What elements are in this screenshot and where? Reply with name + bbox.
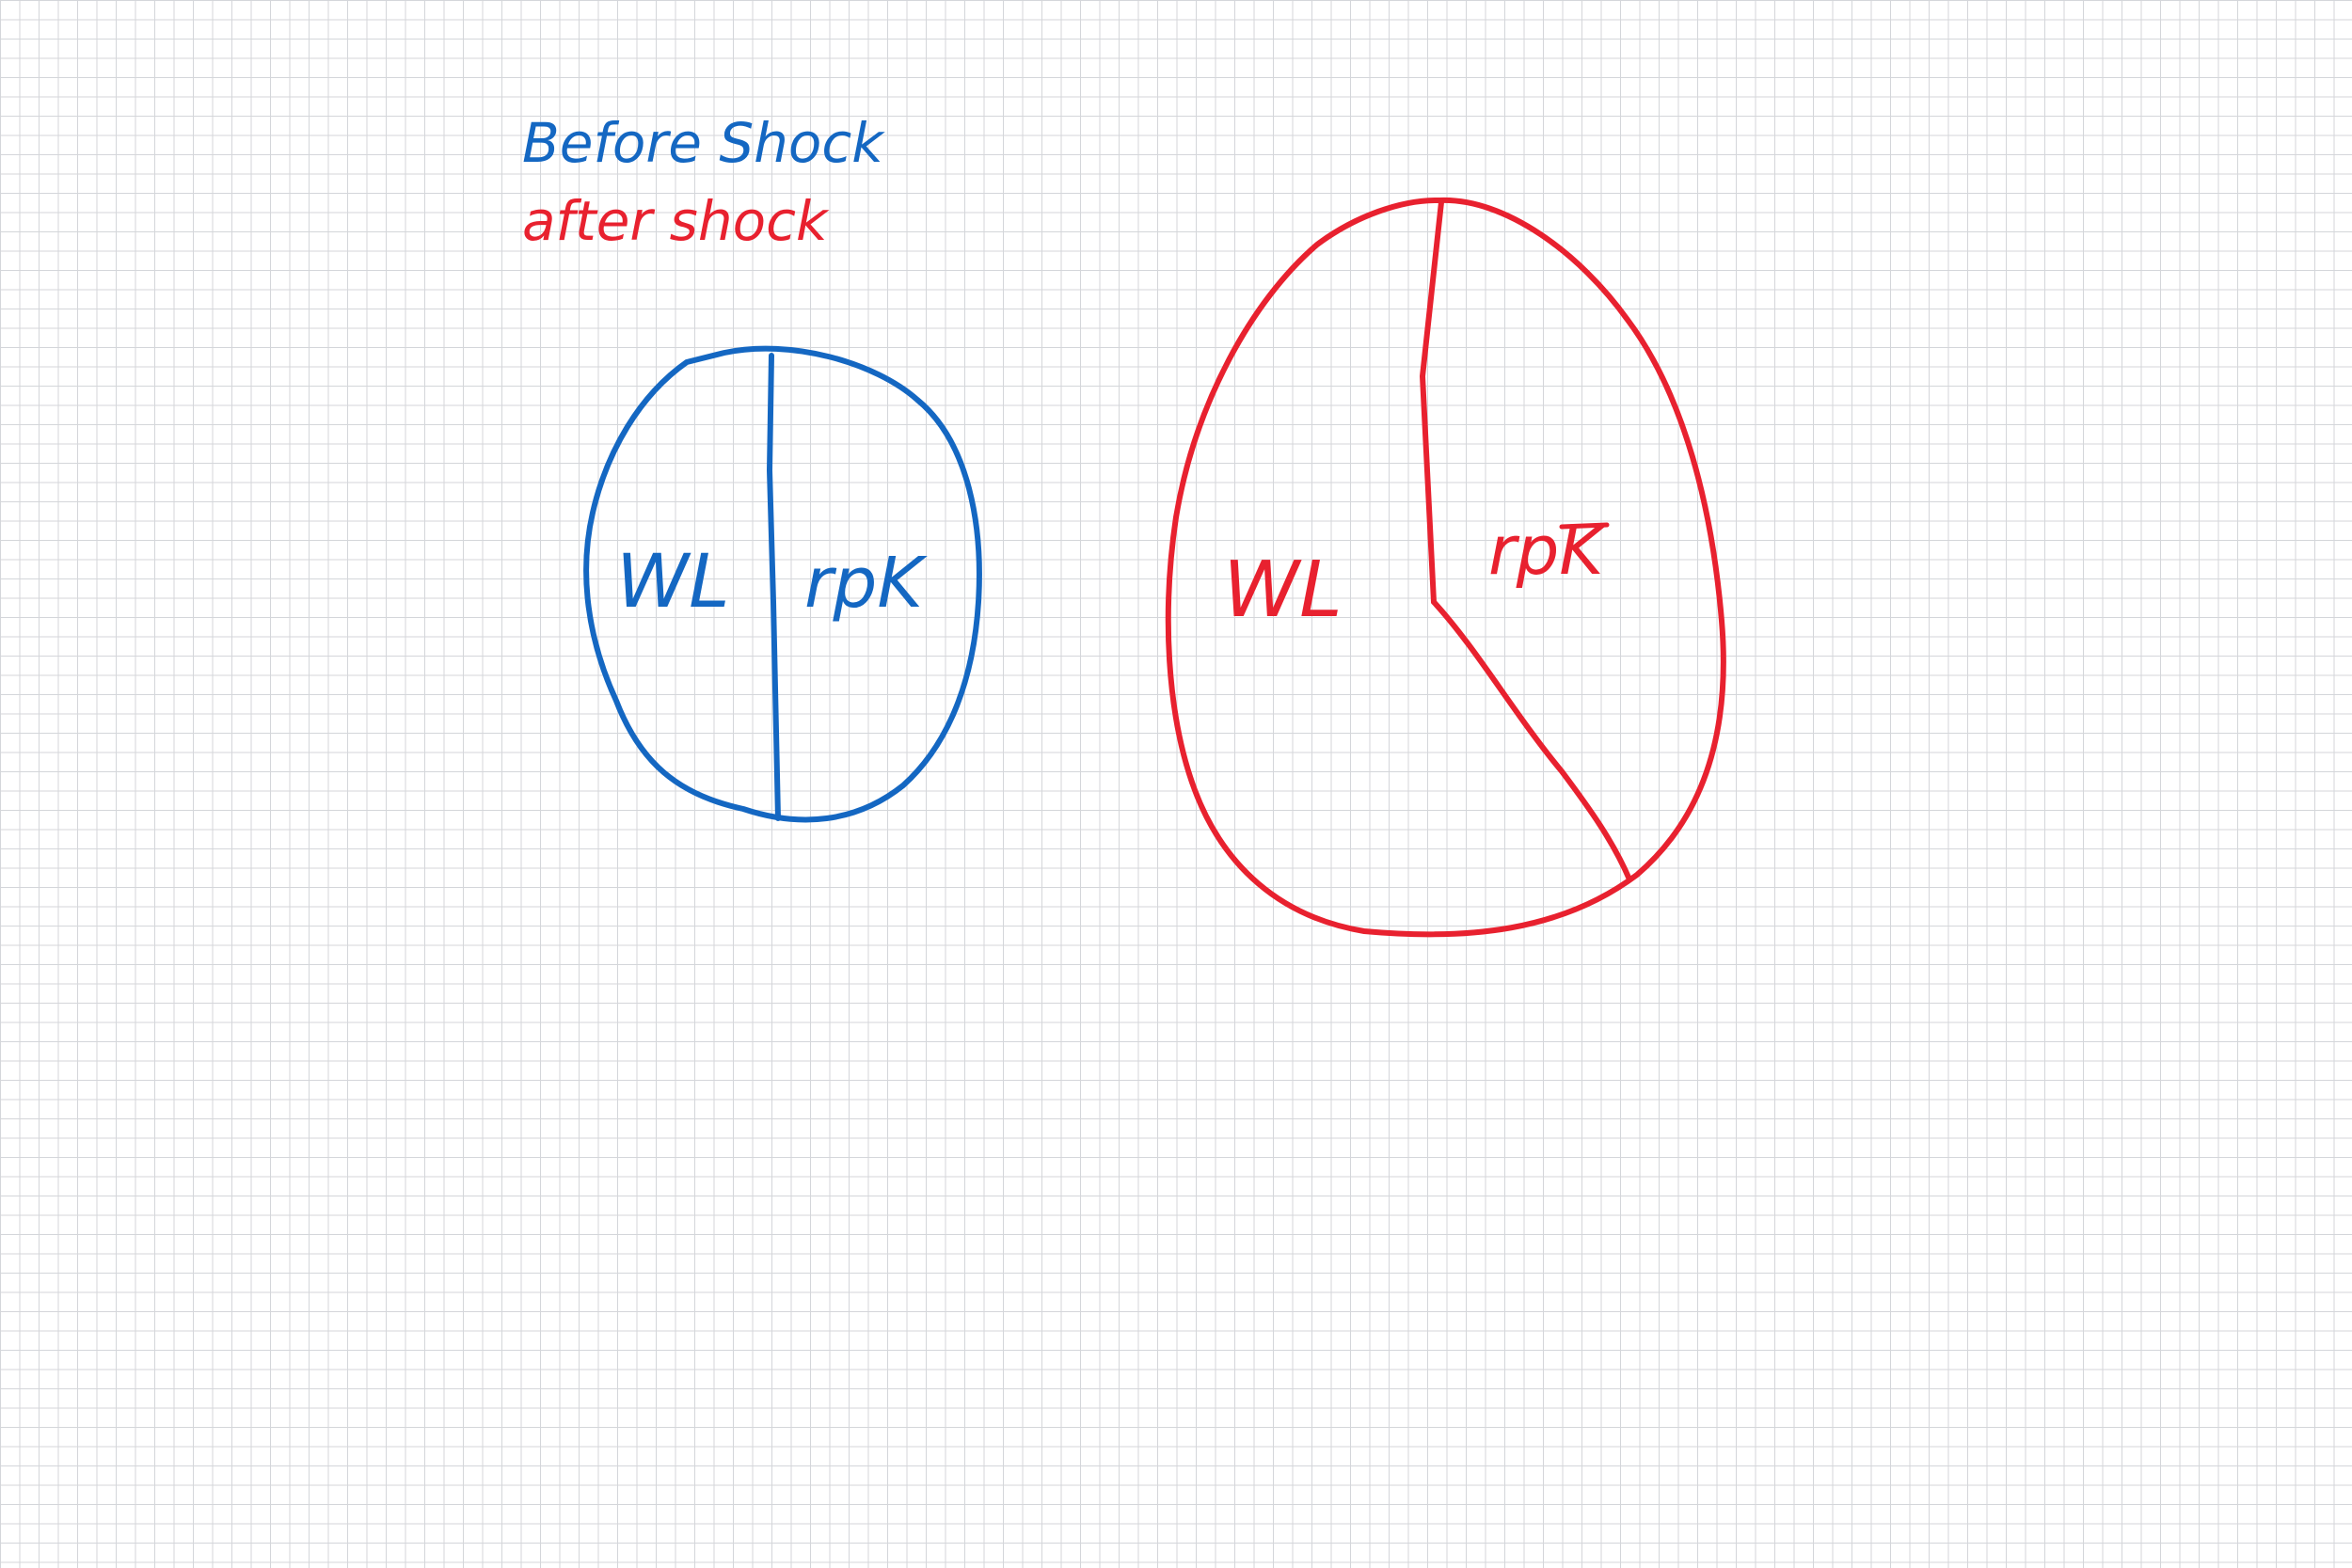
before-pie-divider — [767, 353, 781, 821]
before-pie-rpk-label: rpK — [804, 543, 928, 624]
legend-before-shock: Before Shock — [522, 111, 885, 175]
after-pie-outline — [1165, 197, 1726, 938]
before-shock-pie: WL rpK — [583, 345, 982, 823]
legend-after-shock: after shock — [522, 189, 830, 253]
after-shock-pie: WL rpK — [1165, 197, 1726, 938]
after-pie-divider-vertical — [1420, 199, 1444, 605]
after-pie-wl-label: WL — [1223, 546, 1343, 635]
after-pie-divider-diagonal — [1431, 599, 1632, 882]
after-pie-rpk-overbar — [1559, 522, 1610, 530]
after-pie-rpk-label: rpK — [1488, 511, 1608, 590]
before-pie-wl-label: WL — [616, 540, 730, 625]
before-pie-outline — [583, 345, 982, 823]
